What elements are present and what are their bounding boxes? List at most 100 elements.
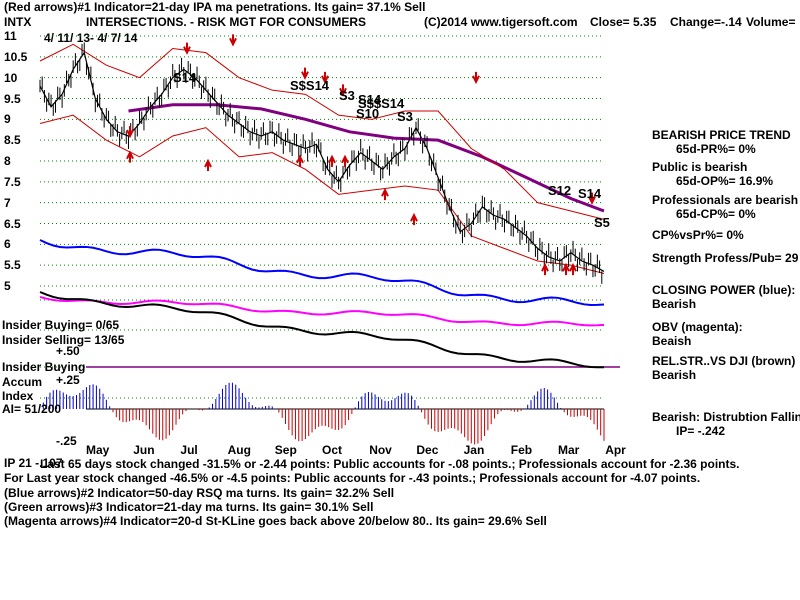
plus25-label: +.25	[56, 373, 80, 387]
relstr-label: REL.STR..VS DJI (brown)	[652, 354, 796, 368]
signal-label: S$S14	[290, 78, 330, 93]
public-status: Public is bearish	[652, 160, 748, 174]
y-tick-label: 10	[4, 70, 18, 85]
trend-title: BEARISH PRICE TREND	[652, 128, 791, 142]
up-arrow	[204, 158, 212, 171]
op-value: 65d-OP%= 16.9%	[676, 174, 774, 188]
signal-label: S$$S14	[358, 96, 405, 111]
closing-power-line	[39, 239, 605, 306]
insider-buying-count: Insider Buying= 0/65	[2, 318, 120, 332]
signal-label: S14	[578, 186, 602, 201]
month-label: Jul	[180, 443, 198, 457]
down-arrow	[472, 71, 480, 85]
ip21-label: IP 21 -.107	[4, 456, 63, 470]
signal-label: S12	[548, 183, 571, 198]
month-label: May	[86, 443, 110, 457]
bottom-line-1: Last 65 days stock changed -31.5% or -2.…	[40, 457, 740, 471]
cp-value: 65d-CP%= 0%	[676, 207, 756, 221]
signal-label: S3	[339, 88, 355, 103]
chart-series	[39, 42, 605, 369]
insider-buying-label: Insider Buying	[2, 360, 86, 374]
insider-selling-count: Insider Selling= 13/65	[2, 333, 125, 347]
month-label: Jun	[133, 443, 155, 457]
y-tick-label: 6	[4, 237, 11, 252]
closing-power-label: CLOSING POWER (blue):	[652, 283, 796, 297]
down-arrow	[126, 126, 134, 139]
down-arrow	[183, 42, 191, 55]
change-value: Change=-.14	[670, 15, 742, 29]
month-label: Apr	[605, 443, 626, 457]
down-arrow	[321, 71, 329, 85]
series-price	[39, 51, 605, 272]
chart-title: INTERSECTIONS. - RISK MGT FOR CONSUMERS	[86, 15, 367, 29]
pr-value: 65d-PR%= 0%	[676, 142, 756, 156]
month-label: Oct	[322, 443, 343, 457]
ticker: INTX	[4, 15, 32, 29]
y-tick-label: 11	[4, 29, 17, 43]
signal-label: S5	[594, 215, 610, 230]
signal-label: S14	[358, 92, 382, 107]
signal-label: S10	[356, 106, 379, 121]
y-tick-label: 8.5	[4, 133, 21, 148]
month-label: Aug	[227, 443, 251, 457]
accumulation-histogram	[42, 382, 605, 445]
month-label: Mar	[558, 443, 580, 457]
series-band_upper	[39, 43, 605, 220]
down-arrow	[229, 34, 237, 47]
down-arrow	[301, 67, 309, 80]
signal-label: S3	[397, 109, 413, 124]
close-value: Close= 5.35	[590, 15, 657, 29]
copyright: (C)2014 www.tigersoft.com	[424, 15, 578, 29]
volume-label: Volume=	[746, 15, 796, 29]
month-label: Feb	[510, 443, 533, 457]
up-arrow	[541, 262, 549, 276]
bottom-line-5: (Magenta arrows)#4 Indicator=20-d St-KLi…	[4, 514, 547, 528]
obv-line	[39, 296, 605, 327]
y-tick-label: 5.5	[4, 258, 21, 273]
bottom-line-3: (Blue arrows)#2 Indicator=50-day RSQ ma …	[4, 486, 395, 500]
up-arrow	[328, 154, 336, 167]
y-tick-label: 7	[4, 195, 11, 210]
series-ma_long	[128, 103, 605, 213]
y-tick-label: 9.5	[4, 91, 21, 106]
y-tick-label: 5	[4, 279, 11, 293]
up-arrow	[410, 212, 418, 226]
obv-label: OBV (magenta):	[652, 320, 743, 334]
month-label: Nov	[369, 443, 392, 457]
ai-value: AI= 51/200	[2, 402, 62, 416]
closing-power-value: Bearish	[652, 297, 697, 311]
signal-label: S14	[173, 70, 197, 85]
date-range: 4/ 11/ 13- 4/ 7/ 14	[44, 31, 138, 45]
up-arrow	[126, 150, 134, 163]
month-label: Dec	[416, 443, 439, 457]
month-label: Sep	[274, 443, 297, 457]
obv-value: Beaish	[652, 334, 692, 348]
up-arrow	[296, 154, 304, 167]
up-arrow	[569, 262, 577, 276]
distribution-status: Bearish: Distrubtion Falling	[652, 410, 800, 424]
bottom-line-4: (Green arrows)#3 Indicator=21-day ma tur…	[4, 500, 374, 514]
plus50-label: +.50	[56, 344, 80, 358]
y-tick-label: 10.5	[4, 49, 28, 64]
down-arrow	[588, 192, 596, 205]
header-line1: (Red arrows)#1 Indicator=21-day IPA ma p…	[4, 0, 426, 14]
y-tick-label: 9	[4, 112, 11, 127]
bottom-line-2: For Last year stock changed -46.5% or -4…	[4, 471, 701, 485]
up-arrow	[381, 187, 389, 201]
minus25-label: -.25	[56, 434, 77, 448]
accum-label: Accum	[2, 375, 43, 389]
cpvspr-value: CP%vsPr%= 0%	[652, 228, 744, 242]
series-band_lower	[39, 114, 605, 274]
strength-value: Strength Profess/Pub= 29	[652, 251, 799, 265]
y-tick-label: 7.5	[4, 174, 21, 189]
down-arrow	[339, 84, 347, 97]
relstr-line	[39, 291, 605, 369]
y-tick-label: 8	[4, 154, 11, 168]
relstr-value: Bearish	[652, 368, 697, 382]
ip-value: IP= -.242	[676, 424, 726, 438]
month-label: Jan	[463, 443, 485, 457]
y-tick-label: 6.5	[4, 216, 21, 231]
grid-lines	[40, 35, 620, 410]
